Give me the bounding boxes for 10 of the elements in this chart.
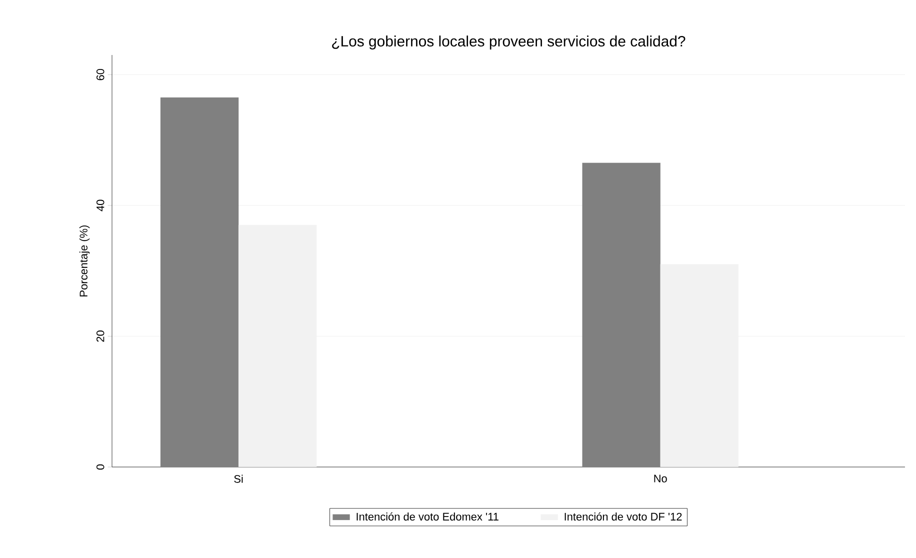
x-tick-label: No [654, 474, 667, 482]
chart-title: ¿Los gobiernos locales proveen servicios de calidad? [332, 36, 686, 50]
y-axis-title: Porcentaje (%) [79, 225, 90, 296]
y-tick-label: 20 [96, 330, 104, 342]
x-tick-label: Si [234, 474, 243, 483]
y-tick-label: 60 [96, 68, 104, 80]
legend-label: Intención de voto DF '12 [564, 512, 682, 521]
legend-label: Intención de voto Edomex '11 [356, 512, 498, 521]
y-tick-label: 0 [96, 464, 104, 470]
y-tick-label: 40 [96, 200, 104, 212]
